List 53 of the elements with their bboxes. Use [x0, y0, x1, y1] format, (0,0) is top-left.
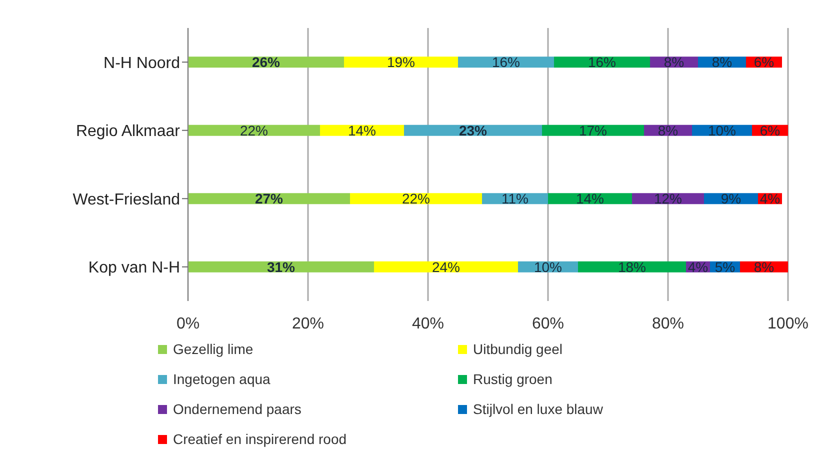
data-label: 6%: [760, 122, 780, 138]
data-label: 19%: [386, 54, 416, 70]
y-tick-label: N-H Noord: [104, 54, 180, 72]
data-label: 11%: [502, 190, 528, 207]
data-label: 14%: [348, 122, 376, 138]
bar: [188, 261, 374, 272]
data-label: 24%: [432, 258, 460, 275]
y-tick-label: Regio Alkmaar: [76, 123, 181, 140]
data-label: 8%: [754, 258, 774, 275]
x-tick-label: 100%: [768, 315, 808, 332]
data-label: 18%: [618, 258, 646, 275]
data-label: 8%: [664, 54, 684, 70]
x-tick-label: 80%: [652, 315, 684, 332]
data-label: 27%: [254, 190, 284, 207]
data-label: 26%: [252, 54, 281, 70]
data-label: 4%: [760, 190, 780, 207]
legend-label: Creatief en inspirerend rood: [173, 431, 347, 447]
bar: [188, 193, 350, 204]
bar: [350, 193, 482, 204]
data-label: 31%: [266, 258, 296, 275]
data-label: 22%: [402, 190, 430, 207]
legend-label: Rustig groen: [473, 371, 552, 387]
data-label: 12%: [654, 190, 682, 207]
legend-label: Stijlvol en luxe blauw: [473, 401, 603, 417]
legend-label: Gezellig lime: [173, 341, 254, 357]
data-label: 8%: [712, 54, 732, 70]
bar: [542, 124, 644, 136]
data-label: 10%: [708, 122, 736, 138]
data-label: 14%: [576, 190, 604, 207]
x-tick-label: 0%: [176, 315, 200, 332]
data-label: 23%: [458, 122, 488, 138]
y-tick-label: West-Friesland: [72, 191, 180, 208]
data-label: 6%: [754, 54, 774, 70]
bar: [188, 56, 344, 68]
x-tick-label: 40%: [412, 315, 444, 332]
data-label: 17%: [578, 122, 608, 138]
legend-label: Ondernemend paars: [173, 401, 302, 417]
data-label: 16%: [492, 54, 520, 70]
bar: [344, 56, 458, 68]
y-tick-label: Kop van N-H: [88, 260, 180, 277]
data-label: 9%: [720, 190, 742, 207]
data-label: 16%: [588, 54, 616, 70]
bar: [374, 261, 518, 272]
bar: [188, 124, 320, 136]
data-label: 5%: [714, 258, 736, 275]
x-tick-label: 20%: [292, 315, 324, 332]
data-label: 22%: [240, 122, 268, 138]
data-label: 8%: [658, 122, 678, 138]
data-label: 4%: [688, 258, 708, 275]
legend-label: Uitbundig geel: [473, 341, 563, 357]
legend-label: Ingetogen aqua: [173, 371, 270, 387]
data-label: 10%: [534, 258, 562, 275]
x-tick-label: 60%: [532, 315, 564, 332]
